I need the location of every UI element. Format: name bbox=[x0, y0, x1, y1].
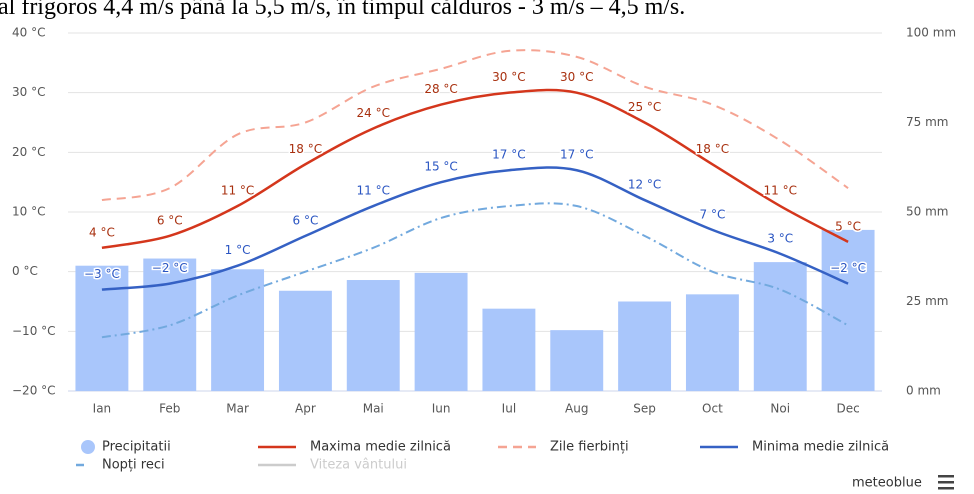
bar bbox=[550, 330, 604, 391]
data-label: 11 °C bbox=[764, 184, 797, 198]
legend-label[interactable]: Maxima medie zilnică bbox=[310, 440, 451, 455]
bar bbox=[618, 301, 672, 391]
line bbox=[101, 166, 849, 291]
x-tick-label: Iun bbox=[432, 402, 451, 416]
x-tick-label: Mar bbox=[226, 402, 249, 416]
legend-label[interactable]: Minima medie zilnică bbox=[752, 440, 889, 455]
legend-label[interactable]: Precipitatii bbox=[102, 440, 171, 455]
data-label: 11 °C bbox=[221, 184, 254, 198]
data-label: −3 °C bbox=[84, 267, 120, 281]
y2-tick-label: 0 mm bbox=[906, 384, 941, 398]
bar bbox=[482, 308, 536, 391]
data-label: 12 °C bbox=[628, 178, 661, 192]
x-tick-label: Mai bbox=[363, 402, 384, 416]
y-tick-label: 30 °C bbox=[12, 85, 45, 99]
x-tick-label: Apr bbox=[295, 402, 316, 416]
data-label: 5 °C bbox=[835, 219, 861, 233]
bar bbox=[346, 280, 400, 391]
legend-label[interactable]: Nopți reci bbox=[102, 458, 165, 473]
y-tick-label: −20 °C bbox=[12, 384, 56, 398]
bar bbox=[685, 294, 739, 391]
legend-marker bbox=[81, 440, 95, 454]
data-label: 11 °C bbox=[357, 184, 390, 198]
data-label: 4 °C bbox=[89, 225, 115, 239]
data-label: 30 °C bbox=[492, 70, 525, 84]
y2-tick-label: 75 mm bbox=[906, 115, 948, 129]
line bbox=[101, 202, 849, 339]
menu-bar bbox=[938, 475, 954, 478]
y-tick-label: 40 °C bbox=[12, 26, 45, 40]
y-tick-label: 0 °C bbox=[12, 264, 38, 278]
y2-tick-label: 100 mm bbox=[906, 26, 956, 40]
menu-icon[interactable] bbox=[938, 475, 954, 490]
data-label: 6 °C bbox=[293, 213, 319, 227]
data-label: 7 °C bbox=[700, 207, 726, 221]
y-tick-label: 20 °C bbox=[12, 145, 45, 159]
x-tick-label: Iul bbox=[502, 402, 516, 416]
y2-tick-label: 50 mm bbox=[906, 205, 948, 219]
bar bbox=[211, 269, 265, 391]
x-tick-label: Noi bbox=[770, 402, 790, 416]
data-label: 1 °C bbox=[225, 243, 251, 257]
menu-bar bbox=[938, 481, 954, 484]
data-label: 30 °C bbox=[560, 70, 593, 84]
x-tick-label: Dec bbox=[836, 402, 859, 416]
line bbox=[101, 88, 849, 250]
legend-label[interactable]: Viteza vântului bbox=[310, 458, 407, 473]
data-label: 3 °C bbox=[767, 231, 793, 245]
data-label: 6 °C bbox=[157, 213, 183, 227]
x-tick-label: Oct bbox=[702, 402, 723, 416]
credit: meteoblue bbox=[852, 476, 922, 491]
data-label: 28 °C bbox=[424, 82, 457, 96]
data-label: 18 °C bbox=[696, 142, 729, 156]
data-label: 15 °C bbox=[424, 160, 457, 174]
bar bbox=[414, 272, 468, 391]
header-text: al frigoros 4,4 m/s până la 5,5 m/s, în … bbox=[0, 0, 685, 20]
data-label: −2 °C bbox=[152, 261, 188, 275]
legend-label[interactable]: Zile fierbinți bbox=[550, 440, 629, 455]
bar bbox=[75, 265, 129, 391]
data-label: 17 °C bbox=[560, 148, 593, 162]
bar bbox=[753, 262, 807, 391]
line bbox=[101, 49, 849, 202]
y-tick-label: 10 °C bbox=[12, 205, 45, 219]
y-tick-label: −10 °C bbox=[12, 324, 56, 338]
data-label: 18 °C bbox=[289, 142, 322, 156]
bar bbox=[821, 229, 875, 391]
menu-bar bbox=[938, 487, 954, 490]
x-tick-label: Ian bbox=[93, 402, 112, 416]
x-tick-label: Feb bbox=[159, 402, 180, 416]
y2-tick-label: 25 mm bbox=[906, 294, 948, 308]
x-tick-label: Sep bbox=[633, 402, 656, 416]
data-label: 17 °C bbox=[492, 148, 525, 162]
data-label: 24 °C bbox=[357, 106, 390, 120]
x-tick-label: Aug bbox=[565, 402, 588, 416]
data-label: 25 °C bbox=[628, 100, 661, 114]
bar bbox=[143, 258, 197, 391]
bar bbox=[278, 290, 332, 391]
data-label: −2 °C bbox=[830, 261, 866, 275]
